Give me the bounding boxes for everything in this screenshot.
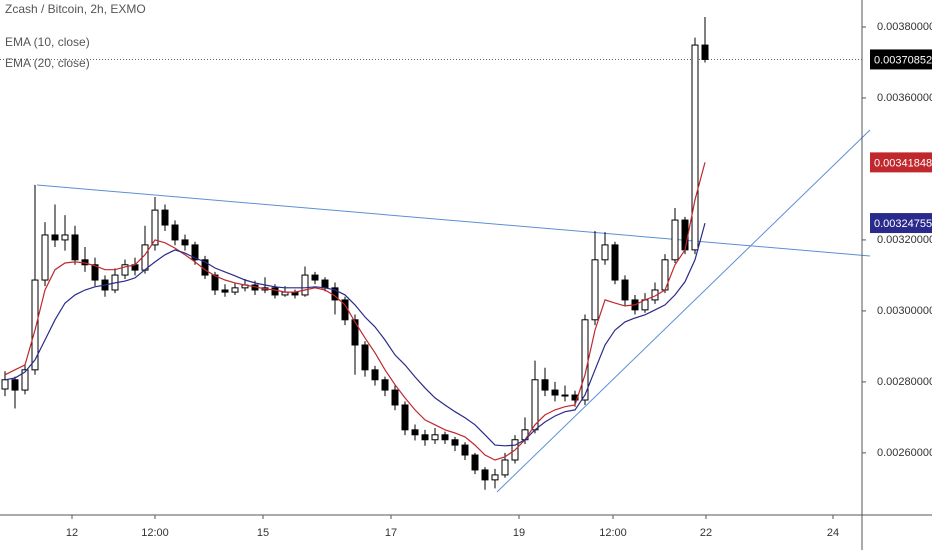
candle-body — [431, 434, 439, 441]
candle-body — [361, 344, 369, 371]
x-tick-label: 24 — [827, 527, 839, 539]
candle-body — [471, 454, 479, 471]
candle-body — [581, 319, 589, 401]
plot-area — [0, 17, 862, 490]
candle-body — [271, 287, 279, 296]
candle-body — [181, 239, 189, 246]
candle-body — [31, 279, 39, 371]
price-label-box — [870, 49, 932, 70]
y-tick-label: 0.00280000 — [877, 376, 932, 388]
y-tick-label: 0.00380000 — [877, 21, 932, 33]
candle-body — [591, 259, 599, 321]
y-tick-label: 0.00320000 — [877, 234, 932, 246]
candle-body — [321, 279, 329, 289]
candle-body — [91, 264, 99, 281]
candle-body — [301, 274, 309, 296]
legend-entry: EMA (10, close) — [5, 35, 90, 49]
candle-body — [491, 474, 499, 481]
price-label-box — [870, 152, 932, 173]
x-tick-label: 12:00 — [141, 527, 169, 539]
candle-body — [21, 369, 29, 391]
trend-line — [36, 184, 871, 257]
candle-body — [151, 209, 159, 246]
x-tick-label: 12 — [66, 527, 78, 539]
candle-body — [401, 404, 409, 431]
candle-body — [71, 234, 79, 261]
candle-body — [211, 274, 219, 291]
ema-line — [4, 222, 706, 447]
ema-line — [4, 162, 706, 461]
candle-body — [501, 459, 509, 476]
candle-body — [701, 44, 709, 60]
candle-body — [121, 264, 129, 276]
candle-body — [161, 209, 169, 226]
candle-body — [451, 439, 459, 446]
candle-body — [561, 394, 569, 397]
candle-body — [461, 444, 469, 456]
legend-entry: EMA (20, close) — [5, 56, 90, 70]
candle-body — [171, 224, 179, 241]
candle-body — [41, 234, 49, 281]
candle-body — [351, 319, 359, 346]
candle-body — [671, 219, 679, 261]
candle-body — [221, 289, 229, 293]
candle-body — [191, 244, 199, 261]
y-tick-label: 0.00300000 — [877, 305, 932, 317]
candle-body — [61, 234, 69, 241]
candle-body — [541, 379, 549, 391]
x-tick-label: 12:00 — [599, 527, 627, 539]
price-label: 0.00324755 — [874, 218, 932, 230]
y-tick-label: 0.00260000 — [877, 447, 932, 459]
candle-body — [411, 429, 419, 436]
candle-body — [381, 379, 389, 391]
candle-body — [391, 389, 399, 406]
chart-title: Zcash / Bitcoin, 2h, EXMO — [5, 2, 146, 16]
candle-body — [311, 274, 319, 281]
candle-body — [51, 234, 59, 241]
candle-body — [651, 289, 659, 301]
candle-body — [681, 219, 689, 251]
candle-body — [611, 244, 619, 281]
candle-body — [1, 379, 9, 390]
candle-body — [551, 389, 559, 396]
candle-body — [371, 369, 379, 381]
candle-body — [11, 379, 19, 391]
x-tick-label: 17 — [385, 527, 397, 539]
candle-body — [231, 287, 239, 293]
candle-body — [601, 244, 609, 261]
trend-line — [496, 129, 871, 493]
y-tick-label: 0.00360000 — [877, 92, 932, 104]
price-label: 0.00370852 — [874, 54, 932, 66]
candle-body — [441, 434, 449, 441]
price-label: 0.00341848 — [874, 157, 932, 169]
candle-body — [481, 469, 489, 481]
candle-body — [691, 44, 699, 251]
x-tick-label: 15 — [257, 527, 269, 539]
candle-body — [621, 279, 629, 301]
candle-body — [421, 434, 429, 441]
x-tick-label: 22 — [700, 527, 712, 539]
price-label-box — [870, 213, 932, 234]
x-tick-label: 19 — [513, 527, 525, 539]
